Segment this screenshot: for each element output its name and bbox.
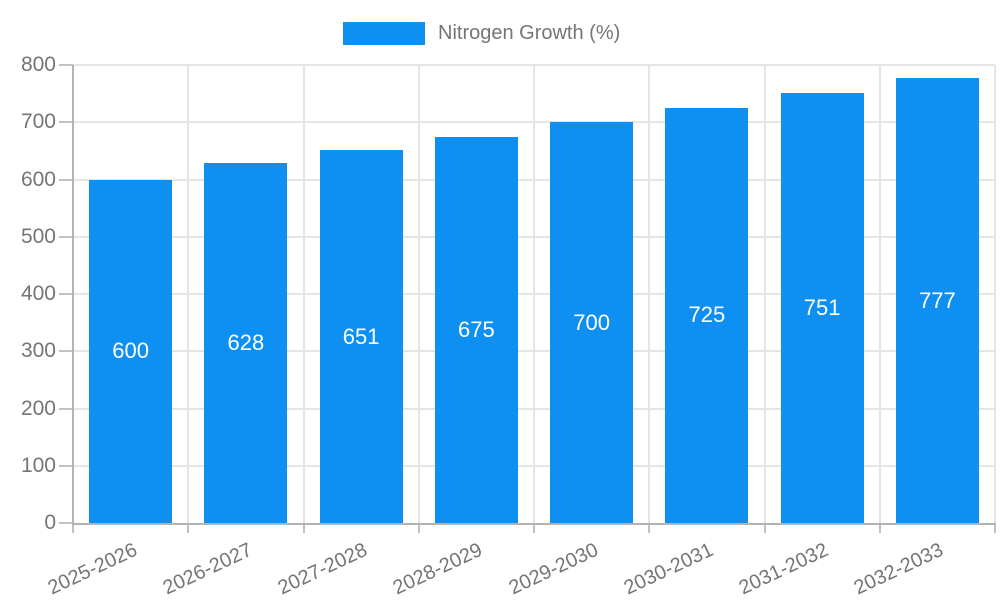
x-gridline [763,65,766,523]
y-tick [59,235,73,238]
x-tick [878,523,881,533]
bar-value-label: 628 [227,330,265,356]
y-tick-label: 300 [20,339,56,363]
bar-value-label: 700 [573,309,610,335]
x-tick [302,523,305,533]
chart-legend: Nitrogen Growth (%) [343,22,620,45]
x-gridline [187,65,190,523]
y-tick-label: 700 [20,110,56,134]
y-tick [59,121,73,124]
y-tick-label: 100 [20,453,56,477]
bar: 628 [204,163,288,523]
y-axis-line [72,65,74,525]
x-tick [417,523,420,533]
legend-label: Nitrogen Growth (%) [438,22,621,44]
y-tick-label: 800 [20,53,56,76]
x-tick [533,523,535,533]
x-axis-line [72,523,996,525]
bar: 675 [434,136,518,523]
x-tick-label: 2025-2026 [44,538,141,600]
bar-value-label: 675 [458,316,495,342]
x-gridline [878,65,881,523]
x-gridline [994,65,996,523]
y-tick-label: 0 [44,511,56,534]
bar-value-label: 600 [112,338,149,364]
bar-value-label: 751 [803,295,841,321]
x-tick [994,523,996,533]
y-tick-label: 600 [20,167,56,191]
bar: 700 [550,122,634,523]
y-tick [59,522,73,524]
bar-value-label: 777 [919,287,956,313]
y-tick [59,407,73,410]
y-tick-label: 500 [20,224,56,248]
x-tick [763,523,766,533]
bar: 600 [89,179,173,523]
x-gridline [417,65,420,523]
x-gridline [302,65,305,523]
x-gridline [648,65,651,523]
x-tick [187,523,190,533]
y-tick [59,293,73,295]
bar: 777 [895,78,979,523]
y-tick [59,178,73,181]
y-tick-label: 200 [20,396,56,420]
y-tick-label: 400 [20,282,56,305]
bar-value-label: 725 [688,302,726,328]
x-tick [72,523,74,533]
y-tick [59,464,73,467]
y-tick [59,350,73,353]
x-tick [648,523,651,533]
y-tick [59,64,73,66]
legend-swatch [343,22,425,45]
bar-value-label: 651 [342,323,380,349]
bar: 651 [319,150,403,523]
x-gridline [533,65,535,523]
bar: 751 [780,93,864,523]
bar: 725 [665,107,749,523]
